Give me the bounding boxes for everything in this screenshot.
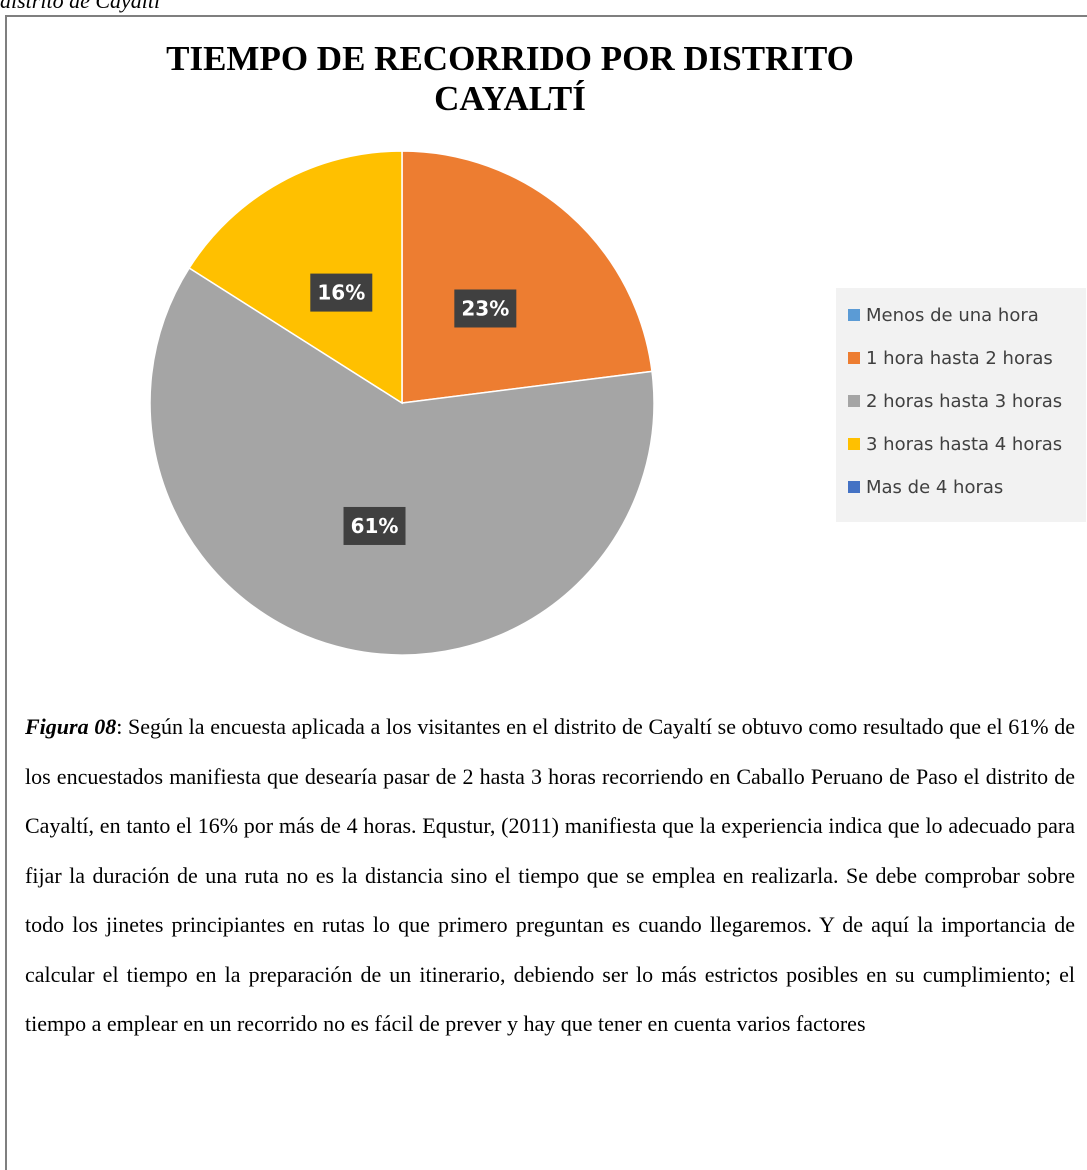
data-label: 23% (461, 296, 509, 320)
pie-slice (188, 150, 403, 405)
legend-swatch (848, 352, 860, 364)
data-label: 16% (317, 281, 365, 305)
data-label-box (343, 506, 406, 545)
chart-title-line1: TIEMPO DE RECORRIDO POR DISTRITO CAYALTÍ (166, 39, 854, 118)
legend-label: Menos de una hora (866, 305, 1039, 326)
legend-swatch (848, 395, 860, 407)
legend-label: Mas de 4 horas (866, 477, 1003, 498)
chart: TIEMPO DE RECORRIDO POR DISTRITO CAYALTÍ … (149, 39, 1086, 656)
pie-slice (149, 266, 655, 656)
figure-frame (5, 15, 1087, 1170)
legend-swatch (848, 481, 860, 493)
figure-label: Figura 08 (25, 714, 117, 739)
legend-box (836, 288, 1086, 522)
cropped-heading: distrito de Cayaltí (0, 0, 161, 13)
legend-swatch (848, 309, 860, 321)
data-label-box (310, 273, 373, 312)
legend-label: 3 horas hasta 4 horas (866, 434, 1062, 455)
data-label: 61% (351, 514, 399, 538)
data-label-box (454, 289, 517, 328)
legend-label: 2 horas hasta 3 horas (866, 391, 1062, 412)
pie-slice (401, 150, 653, 404)
caption: Figura 08: Según la encuesta aplicada a … (25, 702, 1075, 1049)
caption-text: : Según la encuesta aplicada a los visit… (25, 714, 1075, 1036)
legend-label: 1 hora hasta 2 horas (866, 348, 1053, 369)
legend-swatch (848, 438, 860, 450)
